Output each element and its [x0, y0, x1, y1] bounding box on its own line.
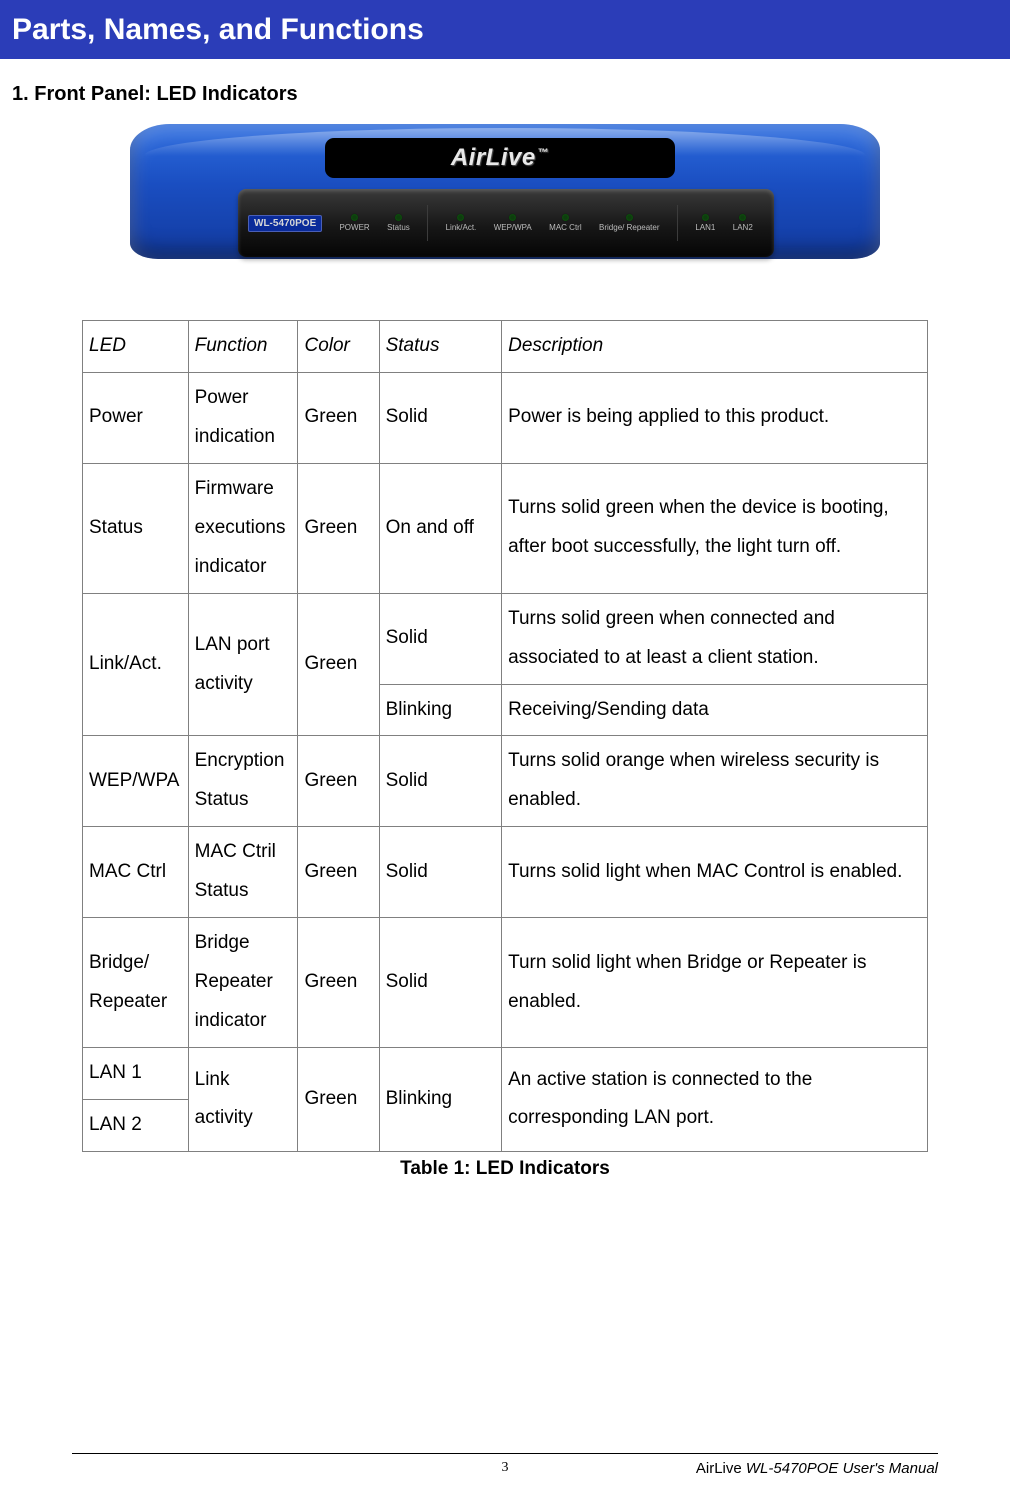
table-row: Status Firmware executions indicator Gre…	[83, 463, 928, 593]
cell-led: WEP/WPA	[83, 736, 189, 827]
table-container: LED Function Color Status Description Po…	[0, 320, 1010, 1180]
table-row: LAN 1 Link activity Green Blinking An ac…	[83, 1048, 928, 1100]
cell-func: Encryption Status	[188, 736, 298, 827]
cell-status: Solid	[379, 372, 502, 463]
table-header-row: LED Function Color Status Description	[83, 321, 928, 373]
led-dot	[739, 214, 746, 221]
led-label: Bridge/ Repeater	[599, 224, 659, 232]
panel-separator	[677, 205, 678, 241]
led-label: MAC Ctrl	[549, 224, 581, 232]
footer-doc-title: WL-5470POE User's Manual	[746, 1460, 938, 1477]
cell-func: Power indication	[188, 372, 298, 463]
led-row: POWER Status Link/Act. WEP/WPA MAC Ctrl …	[334, 205, 764, 241]
cell-func: LAN port activity	[188, 593, 298, 736]
cell-color: Green	[298, 1048, 379, 1152]
cell-color: Green	[298, 827, 379, 918]
page-footer: 3 AirLive WL-5470POE User's Manual	[72, 1453, 938, 1477]
model-badge: WL-5470POE	[248, 215, 322, 232]
cell-color: Green	[298, 593, 379, 736]
section-heading: 1. Front Panel: LED Indicators	[12, 83, 1010, 106]
cell-led: Link/Act.	[83, 593, 189, 736]
led-dot	[562, 214, 569, 221]
led-label: WEP/WPA	[494, 224, 532, 232]
page-title-bar: Parts, Names, and Functions	[0, 0, 1010, 59]
cell-led: MAC Ctrl	[83, 827, 189, 918]
led-dot	[626, 214, 633, 221]
led-dot	[702, 214, 709, 221]
table-row: MAC Ctrl MAC Ctril Status Green Solid Tu…	[83, 827, 928, 918]
led-label: POWER	[339, 224, 369, 232]
th-led: LED	[83, 321, 189, 373]
table-row: WEP/WPA Encryption Status Green Solid Tu…	[83, 736, 928, 827]
table-caption: Table 1: LED Indicators	[82, 1158, 928, 1180]
cell-color: Green	[298, 736, 379, 827]
cell-desc: An active station is connected to the co…	[502, 1048, 928, 1152]
led-dot	[395, 214, 402, 221]
cell-func: Bridge Repeater indicator	[188, 918, 298, 1048]
cell-status: On and off	[379, 463, 502, 593]
cell-desc: Turns solid orange when wireless securit…	[502, 736, 928, 827]
table-row: Power Power indication Green Solid Power…	[83, 372, 928, 463]
cell-status: Blinking	[379, 684, 502, 736]
cell-status: Solid	[379, 593, 502, 684]
footer-right: AirLive WL-5470POE User's Manual	[696, 1460, 938, 1477]
panel-separator	[427, 205, 428, 241]
page-number: 3	[502, 1460, 509, 1476]
cell-color: Green	[298, 463, 379, 593]
cell-desc: Turns solid green when the device is boo…	[502, 463, 928, 593]
cell-status: Blinking	[379, 1048, 502, 1152]
table-row: Link/Act. LAN port activity Green Solid …	[83, 593, 928, 684]
footer-brand: AirLive	[696, 1460, 742, 1477]
th-status: Status	[379, 321, 502, 373]
device-front-panel: WL-5470POE POWER Status Link/Act. WEP/WP…	[238, 189, 774, 257]
page: Parts, Names, and Functions 1. Front Pan…	[0, 0, 1010, 1501]
led-dot	[509, 214, 516, 221]
cell-led: Power	[83, 372, 189, 463]
cell-func: MAC Ctril Status	[188, 827, 298, 918]
cell-func: Firmware executions indicator	[188, 463, 298, 593]
cell-status: Solid	[379, 918, 502, 1048]
cell-func: Link activity	[188, 1048, 298, 1152]
th-desc: Description	[502, 321, 928, 373]
cell-led: Bridge/ Repeater	[83, 918, 189, 1048]
led-label: Status	[387, 224, 410, 232]
th-function: Function	[188, 321, 298, 373]
cell-led: LAN 1	[83, 1048, 189, 1100]
cell-color: Green	[298, 372, 379, 463]
cell-desc: Turns solid green when connected and ass…	[502, 593, 928, 684]
device-chassis: AirLive™ WL-5470POE POWER Status Link/Ac…	[130, 124, 880, 259]
cell-color: Green	[298, 918, 379, 1048]
led-label: LAN2	[733, 224, 753, 232]
led-label: Link/Act.	[446, 224, 477, 232]
logo-strip: AirLive™	[325, 138, 675, 178]
th-color: Color	[298, 321, 379, 373]
cell-led: Status	[83, 463, 189, 593]
device-illustration: AirLive™ WL-5470POE POWER Status Link/Ac…	[130, 124, 880, 294]
cell-status: Solid	[379, 827, 502, 918]
led-indicators-table: LED Function Color Status Description Po…	[82, 320, 928, 1152]
table-row: Bridge/ Repeater Bridge Repeater indicat…	[83, 918, 928, 1048]
cell-desc: Receiving/Sending data	[502, 684, 928, 736]
cell-desc: Power is being applied to this product.	[502, 372, 928, 463]
cell-led: LAN 2	[83, 1099, 189, 1151]
cell-desc: Turn solid light when Bridge or Repeater…	[502, 918, 928, 1048]
brand-logo: AirLive™	[451, 144, 549, 172]
cell-desc: Turns solid light when MAC Control is en…	[502, 827, 928, 918]
led-dot	[351, 214, 358, 221]
led-dot	[457, 214, 464, 221]
cell-status: Solid	[379, 736, 502, 827]
led-label: LAN1	[695, 224, 715, 232]
